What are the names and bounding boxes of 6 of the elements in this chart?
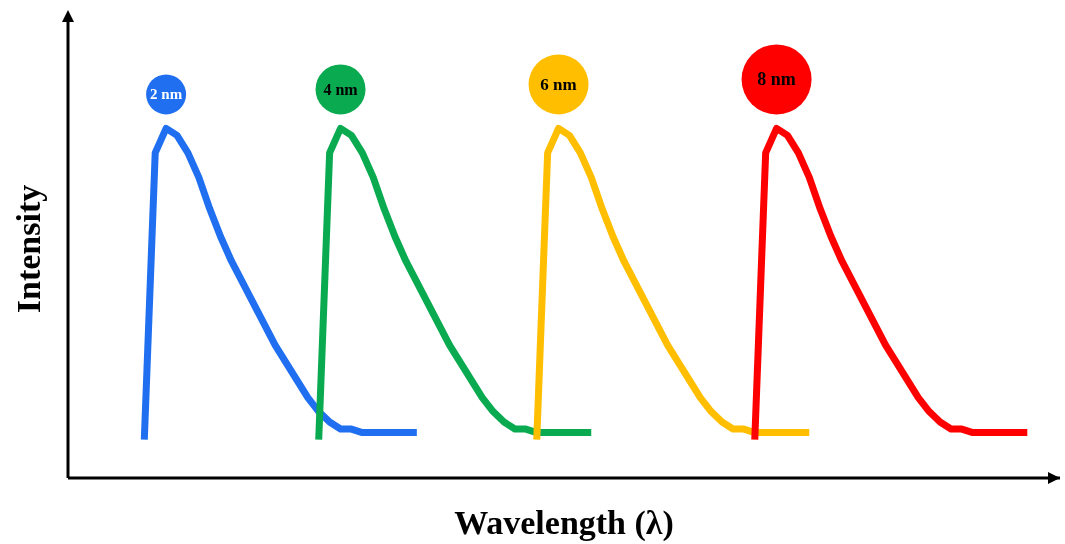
text: 4 nm [323,80,359,98]
x-axis-title: Wavelength (λ) [454,504,674,542]
text: 6 nm [540,74,577,94]
text: 8 nm [757,69,796,90]
text: 2 nm [150,86,183,103]
y-axis-title: Intensity [10,184,47,314]
